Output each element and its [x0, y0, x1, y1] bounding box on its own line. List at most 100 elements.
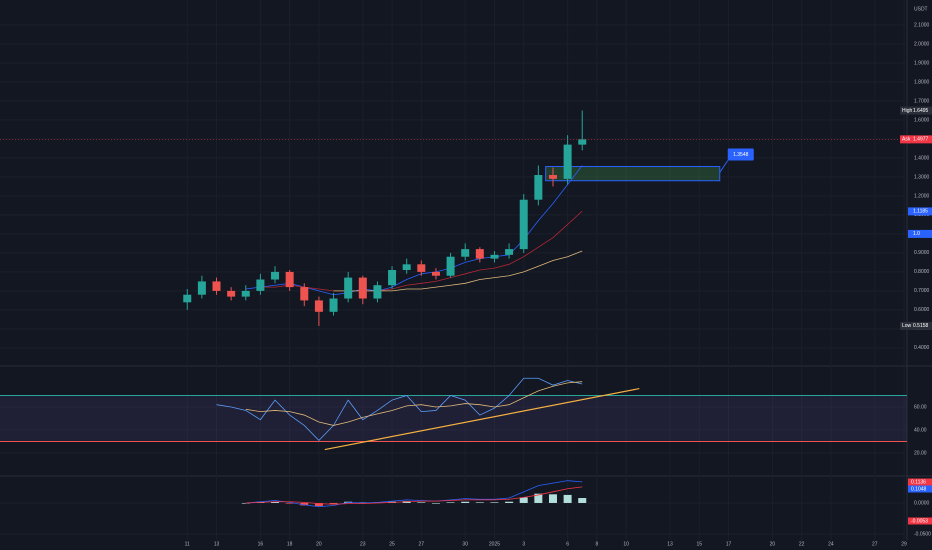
candle-body: [578, 139, 587, 145]
candle-body: [388, 270, 397, 286]
y-tick-label: 2.1000: [914, 22, 930, 28]
x-tick-label: 15: [696, 541, 702, 547]
x-tick-label: 6: [566, 541, 569, 547]
histogram-bar: [490, 502, 499, 503]
candle-body: [475, 249, 484, 259]
candle-body: [285, 271, 294, 288]
y-tick-label: 0.6000: [914, 307, 930, 313]
candle-body: [256, 279, 265, 291]
x-tick-label: 17: [726, 541, 732, 547]
y-tick-label: 1.6000: [914, 117, 930, 123]
x-tick-label: 3: [522, 541, 525, 547]
candle-body: [183, 294, 192, 303]
histogram-bar: [446, 502, 455, 503]
histogram-bar: [300, 502, 309, 506]
macd-line: [245, 480, 583, 508]
zone-pointer: [719, 160, 729, 173]
histogram-bar: [461, 501, 470, 503]
y-tick-label: 1.9000: [914, 60, 930, 66]
zone-box: [545, 166, 721, 182]
histogram-bar: [534, 493, 543, 503]
x-tick-label: 27: [419, 541, 425, 547]
candle-body: [300, 287, 309, 301]
trendline: [324, 388, 640, 451]
histogram-bar: [314, 502, 323, 507]
candle-body: [373, 285, 382, 299]
y-tick-label: 2.0000: [914, 41, 930, 47]
x-tick-label: 23: [360, 541, 366, 547]
candle-body: [212, 281, 221, 291]
candle-body: [329, 298, 338, 312]
zone-label: 1.3548: [733, 152, 749, 158]
price-badge-label: 1.6495: [913, 108, 929, 114]
histogram-bar: [329, 502, 338, 505]
indicator-badge-label: -0.0053: [911, 518, 928, 524]
histogram-bar: [475, 502, 484, 503]
x-tick-label: 16: [258, 541, 264, 547]
histogram-bar: [417, 502, 426, 503]
price-badge-label: 1.1185: [913, 209, 928, 215]
y-tick-label: 0.7000: [914, 288, 930, 294]
x-tick-label: 30: [462, 541, 468, 547]
candle-body: [461, 249, 470, 257]
price-badge-prefix-label: Ask: [902, 137, 911, 143]
candle-body: [534, 175, 543, 200]
band-fill: [0, 395, 907, 442]
y-tick-label: 0.8000: [914, 269, 930, 275]
price-badge: [908, 229, 932, 238]
x-tick-label: 10: [623, 541, 629, 547]
x-tick-label: 24: [828, 541, 834, 547]
price-badge-label: 0.5158: [913, 323, 929, 329]
price-badge-prefix-label: Low: [902, 323, 912, 329]
histogram-bar: [271, 501, 280, 503]
y-tick-label: 1.8000: [914, 79, 930, 85]
price-badge-prefix: [900, 135, 910, 144]
indicator-badge: [908, 517, 932, 525]
price-badge-label: 1.0: [913, 231, 920, 237]
candle-body: [490, 254, 499, 259]
y-tick-label: 0.0000: [914, 500, 930, 506]
candle-body: [431, 271, 440, 276]
histogram-bar: [578, 498, 587, 503]
y-tick-label: 1.4000: [914, 155, 930, 161]
price-badge: [908, 135, 932, 144]
candle-body: [241, 290, 250, 297]
histogram-bar: [431, 502, 440, 504]
candle-body: [344, 277, 353, 299]
x-tick-label: 2025: [489, 541, 500, 547]
indicator-badge: [908, 478, 932, 486]
unit-label: USDT: [914, 6, 928, 12]
candle-body: [446, 256, 455, 276]
histogram-bar: [548, 494, 557, 503]
candle-body: [548, 175, 557, 179]
x-tick-label: 29: [901, 541, 907, 547]
y-tick-label: -0.0500: [914, 531, 931, 537]
x-tick-label: 27: [872, 541, 878, 547]
x-tick-label: 18: [287, 541, 293, 547]
candle-body: [227, 290, 236, 297]
histogram-bar: [285, 502, 294, 504]
candle-body: [197, 281, 206, 295]
histogram-bar: [519, 497, 528, 503]
histogram-bar: [505, 501, 514, 503]
price-badge-prefix-label: High: [902, 108, 913, 114]
price-badge: [908, 207, 932, 216]
zone-label-bg: [727, 148, 754, 161]
price-badge: [908, 321, 932, 330]
rsi-line: [216, 377, 583, 441]
price-badge-label: 1.4977: [913, 137, 929, 143]
y-tick-label: 60.00: [914, 404, 927, 410]
histogram-bar: [563, 494, 572, 503]
rsi-line: [245, 381, 583, 426]
candle-body: [358, 277, 367, 299]
price-badge: [908, 106, 932, 115]
x-tick-label: 25: [389, 541, 395, 547]
y-tick-label: 1.3000: [914, 174, 930, 180]
indicator-badge-label: 0.1136: [911, 479, 926, 485]
x-tick-label: 22: [799, 541, 805, 547]
candle-body: [271, 271, 280, 280]
candle-body: [563, 144, 572, 179]
moving-average: [260, 210, 583, 292]
